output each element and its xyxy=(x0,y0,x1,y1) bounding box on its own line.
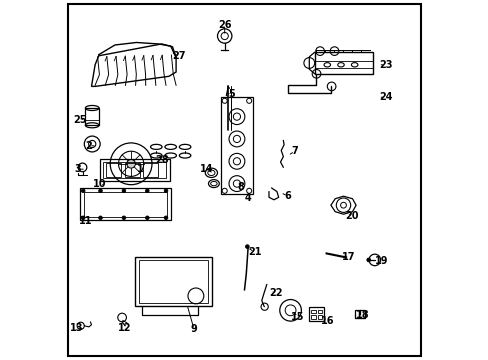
Text: 1: 1 xyxy=(137,164,143,174)
Bar xyxy=(311,315,315,319)
Text: 18: 18 xyxy=(355,310,368,320)
Text: 13: 13 xyxy=(69,323,83,333)
Circle shape xyxy=(122,216,125,220)
Text: 2: 2 xyxy=(85,141,92,151)
Text: 17: 17 xyxy=(342,252,355,262)
Bar xyxy=(134,257,212,306)
Bar xyxy=(317,310,322,313)
Circle shape xyxy=(245,245,249,248)
Text: 21: 21 xyxy=(247,247,261,257)
Bar xyxy=(317,315,322,319)
Circle shape xyxy=(81,189,85,193)
Bar xyxy=(311,310,315,313)
Text: 8: 8 xyxy=(237,182,244,192)
Circle shape xyxy=(122,189,125,193)
Text: 24: 24 xyxy=(378,92,391,102)
Text: 16: 16 xyxy=(320,316,333,326)
Text: 14: 14 xyxy=(200,164,213,174)
Text: 12: 12 xyxy=(118,323,131,333)
Text: 23: 23 xyxy=(378,60,391,70)
Bar xyxy=(143,163,158,177)
Text: 5: 5 xyxy=(228,89,235,99)
Bar xyxy=(103,162,166,178)
Text: 6: 6 xyxy=(284,191,290,201)
Circle shape xyxy=(99,216,102,220)
Text: 28: 28 xyxy=(155,155,168,165)
Circle shape xyxy=(145,189,149,193)
Text: 3: 3 xyxy=(75,164,81,174)
Circle shape xyxy=(145,216,149,220)
Text: 4: 4 xyxy=(244,193,251,203)
Bar xyxy=(80,188,171,220)
Circle shape xyxy=(126,159,135,168)
Circle shape xyxy=(99,189,102,193)
Text: 10: 10 xyxy=(93,179,106,189)
Text: 22: 22 xyxy=(269,288,283,298)
Bar xyxy=(85,108,99,125)
Bar xyxy=(106,163,121,177)
Bar xyxy=(221,97,252,194)
Bar xyxy=(100,159,170,181)
Bar xyxy=(355,310,365,318)
Text: 19: 19 xyxy=(374,256,387,266)
Text: 11: 11 xyxy=(79,216,92,226)
Text: 20: 20 xyxy=(345,211,359,221)
Bar xyxy=(84,192,167,217)
Text: 9: 9 xyxy=(190,324,197,334)
Text: 27: 27 xyxy=(172,51,185,61)
Circle shape xyxy=(366,258,370,262)
Bar xyxy=(124,163,140,177)
Circle shape xyxy=(81,216,85,220)
Text: 15: 15 xyxy=(290,312,304,322)
Text: 7: 7 xyxy=(291,146,298,156)
Text: 25: 25 xyxy=(73,114,86,125)
Bar xyxy=(139,260,207,303)
Circle shape xyxy=(164,216,167,220)
Text: 26: 26 xyxy=(218,20,231,30)
Circle shape xyxy=(164,189,167,193)
